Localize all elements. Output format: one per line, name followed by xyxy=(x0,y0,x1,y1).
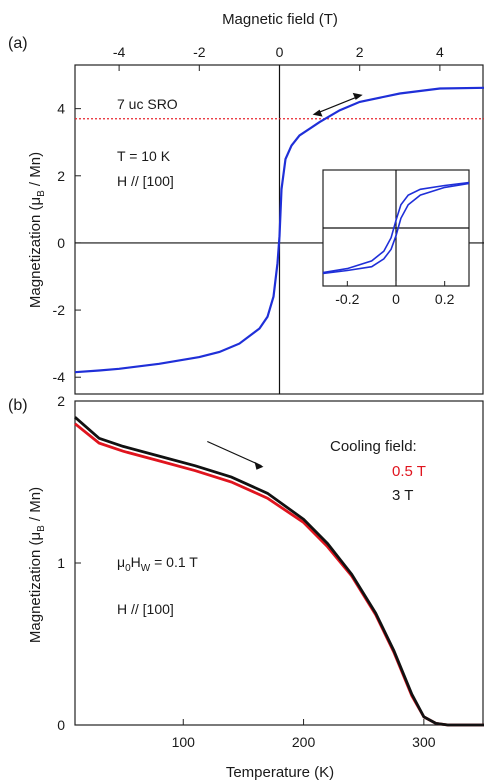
panel-b-label: (b) xyxy=(8,397,28,414)
panel-a-xtick-label: 4 xyxy=(436,44,444,60)
panel-a-arrowhead-right xyxy=(352,92,363,100)
panel-b-arrowhead xyxy=(254,461,264,470)
panel-b-series-black xyxy=(74,416,484,727)
panel-a-annotation-sample: 7 uc SRO xyxy=(117,96,178,112)
panel-a-xtick-label: -2 xyxy=(193,44,206,60)
panel-a-ytick-label: 2 xyxy=(57,168,65,184)
panel-a-xtick-label: 0 xyxy=(276,44,284,60)
panel-b-ytick-label: 1 xyxy=(57,555,65,571)
panel-b-xtick-label: 100 xyxy=(172,734,196,750)
panel-a-series-blue xyxy=(74,86,484,374)
inset-xtick-label: -0.2 xyxy=(335,291,359,307)
inset-xtick-label: 0 xyxy=(392,291,400,307)
panel-b-xlabel: Temperature (K) xyxy=(226,764,334,781)
panel-b-ytick-label: 2 xyxy=(57,393,65,409)
panel-b-plot: 100 200 300 0 1 2 xyxy=(57,393,484,750)
panel-a-label: (a) xyxy=(8,35,28,52)
panel-a-ytick-label: 4 xyxy=(57,101,65,117)
panel-b-annotation-field: μ0HW = 0.1 T xyxy=(117,554,198,574)
panel-a-xtick-label: 2 xyxy=(356,44,364,60)
panel-b-annotation-direction: H // [100] xyxy=(117,601,174,617)
panel-b-legend-title: Cooling field: xyxy=(330,438,417,455)
inset-branch-1 xyxy=(322,182,470,275)
panel-b-ylabel: Magnetization (μB / Mn) xyxy=(27,487,47,643)
panel-a-ylabel: Magnetization (μB / Mn) xyxy=(27,152,47,308)
panel-a-sweep-arrow xyxy=(315,95,360,115)
panel-a-ytick-label: -4 xyxy=(53,369,66,385)
panel-b-xtick-label: 200 xyxy=(292,734,316,750)
inset-branch-0 xyxy=(322,181,470,274)
panel-b-warming-arrow xyxy=(207,440,262,467)
panel-b-legend-red: 0.5 T xyxy=(392,463,426,480)
panel-a-xtick-label: -4 xyxy=(113,44,126,60)
panel-b-legend-black: 3 T xyxy=(392,487,413,504)
inset-xtick-label: 0.2 xyxy=(435,291,455,307)
panel-a-ytick-label: -2 xyxy=(53,302,66,318)
panel-b-ytick-label: 0 xyxy=(57,717,65,733)
panel-a-arrowhead-left xyxy=(312,109,323,117)
panel-b-xtick-label: 300 xyxy=(412,734,436,750)
panel-a-annotation-direction: H // [100] xyxy=(117,173,174,189)
panel-a-plot: -4 -2 0 2 4 -4 -2 0 2 4 -0.2 0 0.2 xyxy=(53,44,484,395)
panel-a-annotation-temperature: T = 10 K xyxy=(117,148,171,164)
panel-a-xlabel: Magnetic field (T) xyxy=(222,11,338,28)
panel-a-ytick-label: 0 xyxy=(57,235,65,251)
